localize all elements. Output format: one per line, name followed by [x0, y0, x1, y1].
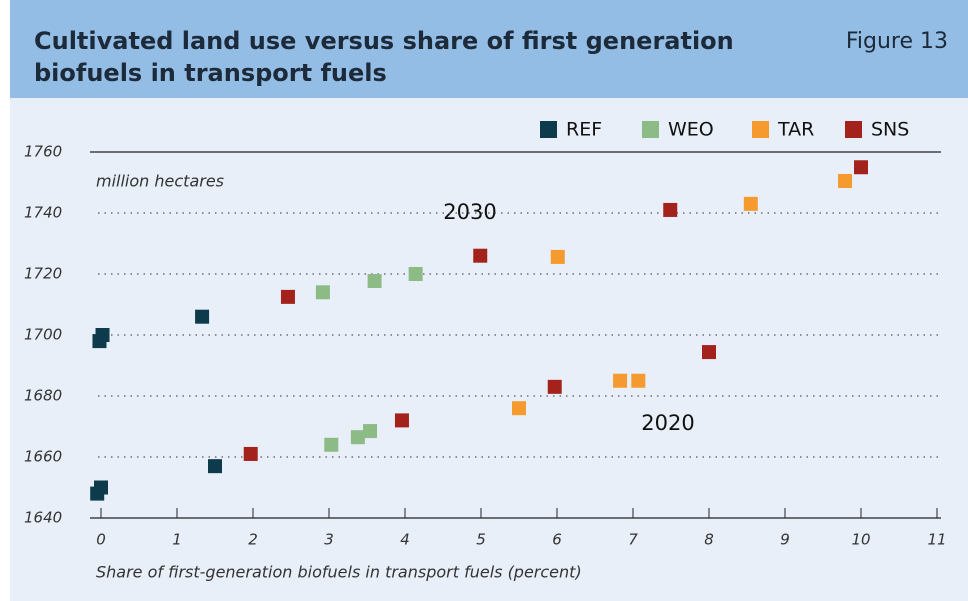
point [408, 267, 423, 281]
x-tick-label: 5 [476, 531, 486, 549]
point [473, 248, 488, 263]
point [315, 285, 330, 300]
point [743, 196, 758, 211]
x-tick-label: 1 [172, 531, 182, 549]
y-tick-label: 1720 [24, 265, 62, 283]
x-tick-label: 7 [628, 531, 638, 549]
header-band [10, 0, 968, 98]
point [394, 413, 409, 428]
legend-swatch [845, 121, 862, 138]
point [550, 249, 565, 264]
point [663, 202, 678, 217]
point [243, 446, 258, 461]
point [350, 430, 365, 445]
legend-swatch [540, 121, 557, 138]
point [95, 328, 110, 342]
plot-background [10, 98, 968, 601]
point [547, 379, 562, 394]
legend-label: REF [566, 119, 602, 141]
y-tick-label: 1660 [24, 448, 62, 466]
x-tick-label: 6 [552, 531, 562, 549]
point [702, 345, 716, 360]
point [367, 274, 382, 289]
point [363, 424, 378, 439]
y-tick-label: 1640 [24, 509, 62, 527]
point [512, 401, 526, 416]
figure-label: Figure 13 [846, 29, 948, 54]
point [280, 289, 295, 304]
point [631, 373, 646, 388]
point [854, 160, 868, 175]
legend-swatch [752, 121, 769, 138]
x-tick-label: 11 [927, 531, 946, 549]
point [613, 373, 628, 388]
point [838, 173, 853, 188]
point [324, 437, 339, 452]
y-tick-label: 1700 [24, 326, 62, 344]
x-tick-label: 8 [704, 531, 714, 549]
legend-swatch [642, 121, 659, 138]
x-tick-label: 2 [248, 531, 258, 549]
legend-label: SNS [871, 119, 909, 141]
annotation: 2020 [641, 411, 694, 435]
x-tick-label: 0 [96, 531, 106, 549]
y-tick-label: 1740 [24, 204, 62, 222]
x-tick-label: 4 [400, 531, 410, 549]
chart-title: Cultivated land use versus share of firs… [34, 27, 734, 55]
y-unit-label: million hectares [96, 172, 224, 191]
legend-label: TAR [777, 119, 814, 141]
legend-label: WEO [668, 119, 714, 141]
x-tick-label: 9 [780, 531, 790, 549]
x-tick-label: 10 [851, 531, 870, 549]
point [195, 309, 210, 324]
y-tick-label: 1680 [24, 387, 62, 405]
x-axis-label: Share of first-generation biofuels in tr… [96, 563, 582, 582]
x-tick-label: 3 [324, 531, 334, 549]
point [208, 459, 222, 474]
y-tick-label: 1760 [24, 143, 62, 161]
point [94, 480, 108, 495]
annotation: 2030 [443, 200, 496, 224]
chart-title: biofuels in transport fuels [34, 59, 387, 87]
